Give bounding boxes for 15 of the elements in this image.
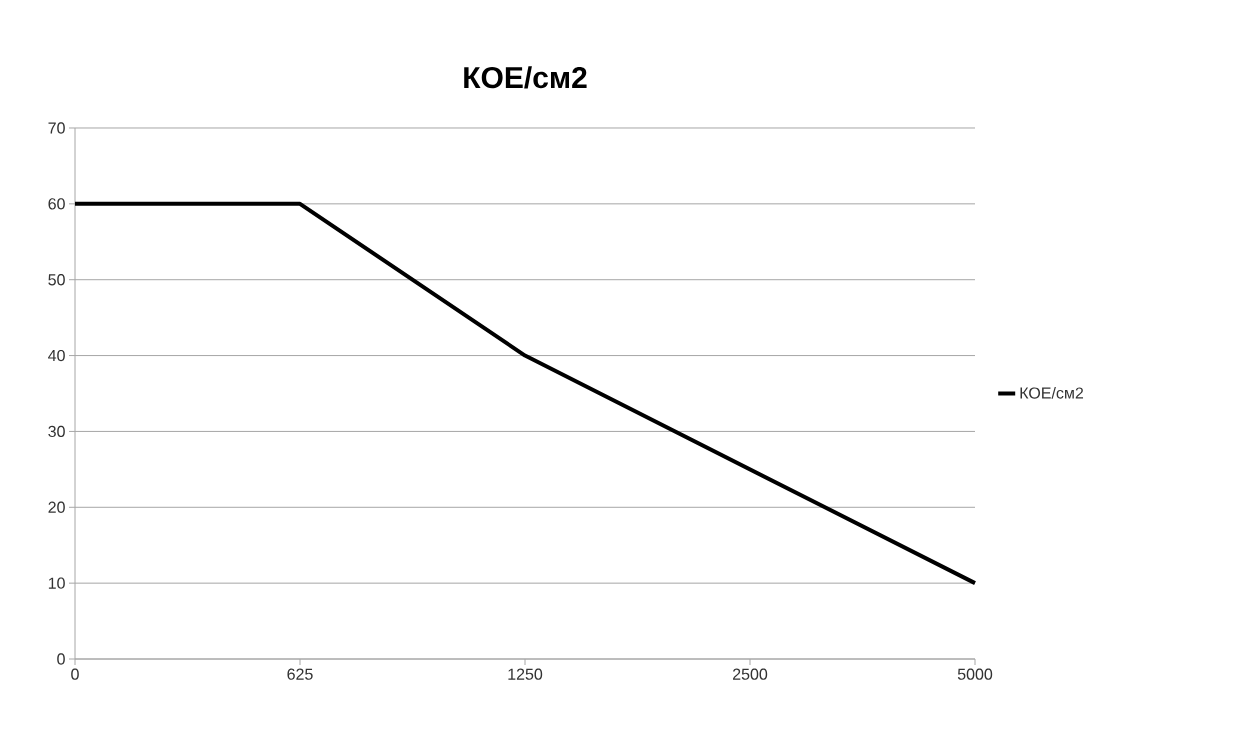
x-tick-label: 2500	[733, 668, 768, 680]
y-tick-label: 0	[57, 653, 65, 665]
y-tick-label: 70	[48, 122, 65, 134]
y-tick-label: 50	[48, 274, 65, 286]
legend-label: КОЕ/см2	[1020, 386, 1084, 399]
x-tick-label: 5000	[957, 668, 993, 680]
y-tick-label: 30	[48, 425, 65, 438]
y-tick-label: 60	[48, 198, 65, 210]
x-tick-label: 625	[287, 668, 313, 680]
y-tick-label: 40	[48, 349, 65, 362]
x-tick-label: 0	[71, 668, 79, 680]
x-tick-label: 1250	[508, 668, 543, 680]
y-tick-label: 20	[48, 501, 65, 513]
chart-title: КОЕ/см2	[464, 66, 587, 89]
y-tick-label: 10	[48, 577, 65, 589]
